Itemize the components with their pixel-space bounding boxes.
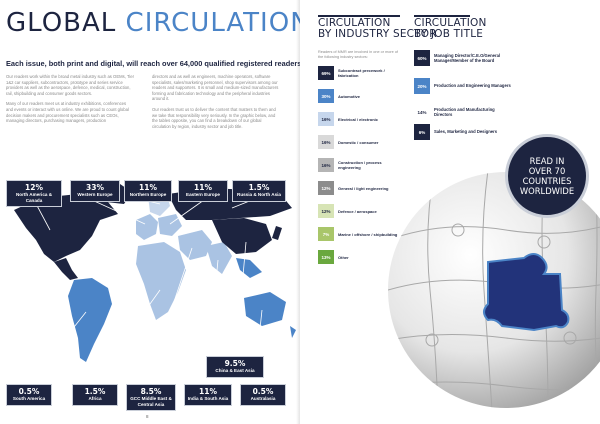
- job-label: Production and Manufacturing Directors: [434, 106, 495, 117]
- industry-row: 12% General / light engineering: [318, 181, 398, 195]
- region-label-australasia: 0.5% Australasia: [240, 384, 286, 406]
- body-paragraph: directors and as well as engineers, mach…: [152, 74, 279, 102]
- industry-label: Automotive: [338, 93, 360, 99]
- missing-puzzle-piece: [483, 253, 570, 332]
- region-south-america: [68, 278, 112, 362]
- industry-percentage: 16%: [318, 158, 334, 172]
- region-label-africa: 1.5% Africa: [72, 384, 118, 406]
- job-title-rule: [414, 15, 470, 17]
- industry-row: 16% Domestic / consumer: [318, 135, 398, 149]
- industry-percentage: 13%: [318, 250, 334, 264]
- body-paragraph: Many of our readers meet us at industry …: [6, 101, 129, 124]
- title-main: GLOBAL: [6, 8, 126, 38]
- industry-title-rule: [318, 15, 400, 17]
- job-label: Production and Engineering Managers: [434, 83, 511, 89]
- industry-row: 16% Electrical / electronic: [318, 112, 398, 126]
- industry-percentage: 16%: [318, 112, 334, 126]
- region-southeast-asia: [236, 258, 262, 278]
- region-india: [206, 242, 232, 274]
- job-label: Managing Director/C.E.O/General Manager/…: [434, 52, 501, 63]
- region-label-middle-east: 8.5% GCC Middle East & Central Asia: [126, 384, 176, 412]
- region-western-europe: [136, 214, 158, 240]
- industry-row: 12% Defence / aerospace: [318, 204, 398, 218]
- region-label-russia: 1.5% Russia & North Asia: [232, 180, 286, 202]
- job-percentage: 60%: [414, 50, 430, 66]
- industry-row: 7% Marine / offshore / shipbuilding: [318, 227, 398, 241]
- job-row: 60% Managing Director/C.E.O/General Manag…: [414, 50, 514, 66]
- region-china: [212, 218, 272, 254]
- countries-badge: READ IN OVER 70 COUNTRIES WORLDWIDE: [505, 134, 589, 218]
- industry-row: 69% Subcontract precework / fabrication: [318, 66, 398, 80]
- industry-percentage: 16%: [318, 135, 334, 149]
- job-label: Sales, Marketing and Designers: [434, 129, 498, 135]
- right-page: CIRCULATION BY INDUSTRY SECTOR CIRCULATIO…: [300, 0, 600, 424]
- body-column-2: directors and as well as engineers, mach…: [152, 74, 280, 134]
- job-section-title: CIRCULATION BY JOB TITLE: [414, 17, 487, 40]
- page-number: 8: [146, 414, 149, 419]
- region-eastern-europe: [158, 214, 182, 236]
- puzzle-globe-image: [388, 172, 600, 408]
- region-middle-east: [178, 230, 212, 260]
- region-japan: [272, 226, 282, 240]
- region-label-north-america: 12% North America & Canada: [6, 180, 62, 208]
- body-column-1: Our readers work within the broad metal …: [6, 74, 134, 129]
- body-paragraph: Our readers trust us to deliver the cont…: [152, 106, 276, 129]
- job-row: 14% Production and Manufacturing Director…: [414, 104, 514, 120]
- region-label-eastern-europe: 11% Eastern Europe: [178, 180, 228, 202]
- industry-label: Construction / process engineering: [338, 160, 382, 170]
- region-new-zealand: [290, 326, 296, 338]
- industry-label: Marine / offshore / shipbuilding: [338, 231, 398, 237]
- job-row: 20% Production and Engineering Managers: [414, 78, 514, 94]
- job-percentage: 14%: [414, 104, 430, 120]
- industry-label: Electrical / electronic: [338, 116, 379, 122]
- region-label-northern-europe: 11% Northern Europe: [124, 180, 172, 202]
- job-row: 6% Sales, Marketing and Designers: [414, 124, 514, 140]
- industry-percentage: 30%: [318, 89, 334, 103]
- industry-percentage: 7%: [318, 227, 334, 241]
- industry-row: 16% Construction / process engineering: [318, 158, 398, 172]
- page-title: GLOBAL CIRCULATION: [6, 8, 311, 38]
- job-percentage: 6%: [414, 124, 430, 140]
- body-paragraph: Our readers work within the broad metal …: [6, 74, 135, 96]
- industry-percentage: 12%: [318, 181, 334, 195]
- industry-intro: Readers of MMR are involved in one or mo…: [318, 50, 398, 59]
- industry-label: Domestic / consumer: [338, 139, 379, 145]
- region-label-india: 11% India & South Asia: [184, 384, 232, 406]
- region-label-south-america: 0.5% South America: [6, 384, 52, 406]
- industry-percentage: 12%: [318, 204, 334, 218]
- industry-label: Defence / aerospace: [338, 208, 377, 214]
- industry-label: Other: [338, 254, 349, 260]
- page-subtitle: Each issue, both print and digital, will…: [6, 59, 304, 68]
- industry-section-title: CIRCULATION BY INDUSTRY SECTOR: [318, 17, 437, 40]
- region-label-western-europe: 33% Western Europe: [70, 180, 120, 202]
- industry-percentage: 69%: [318, 66, 334, 80]
- industry-label: General / light engineering: [338, 185, 389, 191]
- region-label-china: 9.5% China & East Asia: [206, 356, 264, 378]
- job-percentage: 20%: [414, 78, 430, 94]
- region-australasia: [244, 292, 286, 326]
- region-africa: [136, 242, 186, 320]
- left-page: GLOBAL CIRCULATION Each issue, both prin…: [6, 8, 310, 419]
- industry-label: Subcontract precework / fabrication: [338, 68, 385, 78]
- region-central-america: [54, 258, 78, 280]
- industry-row: 30% Automotive: [318, 89, 398, 103]
- title-accent: CIRCULATION: [125, 8, 311, 38]
- industry-row: 13% Other: [318, 250, 398, 264]
